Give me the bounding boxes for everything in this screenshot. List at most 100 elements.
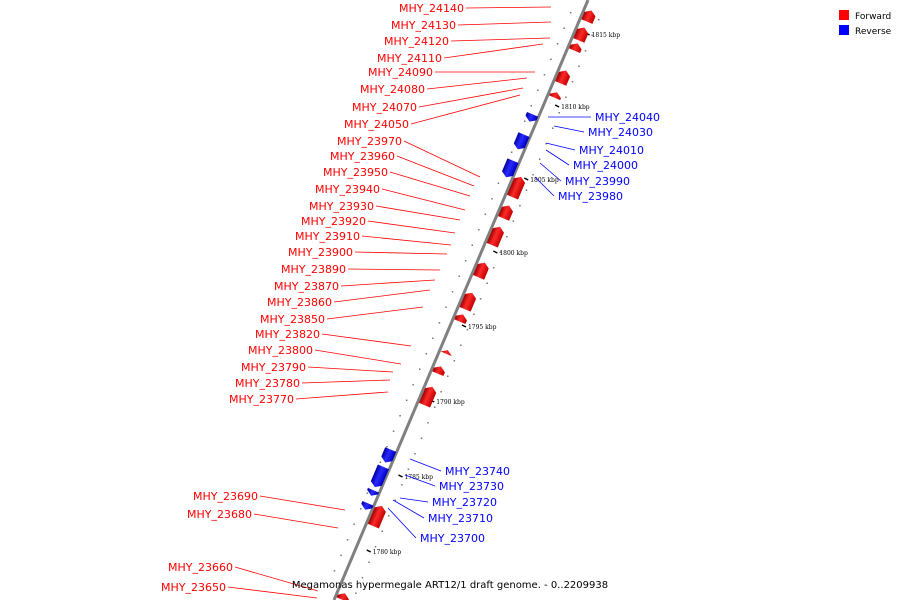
label-leader-line xyxy=(321,333,412,347)
backbone-dot xyxy=(392,430,395,432)
map-caption: Megamonas hypermegale ART12/1 draft geno… xyxy=(292,580,608,591)
backbone-dot xyxy=(569,12,572,14)
backbone-dot xyxy=(458,275,460,277)
legend-forward-swatch xyxy=(839,10,849,20)
backbone-dot xyxy=(578,65,580,67)
backbone-dot xyxy=(571,81,574,83)
gene-label: MHY_24130 xyxy=(391,19,456,32)
label-leader-line xyxy=(387,507,417,539)
label-leader-line xyxy=(301,379,391,384)
label-leader-line xyxy=(545,142,576,151)
backbone-dot xyxy=(510,151,513,153)
label-leader-line xyxy=(392,499,425,519)
scale-tick-mark xyxy=(554,104,560,108)
backbone-dot xyxy=(445,306,447,308)
backbone-dot xyxy=(478,229,480,231)
backbone-dots xyxy=(327,12,600,594)
gene-label: MHY_23710 xyxy=(428,512,493,525)
label-leader-line xyxy=(354,251,448,255)
gene-label: MHY_23850 xyxy=(260,313,325,326)
backbone-dot xyxy=(374,546,377,548)
scale-tick-mark xyxy=(398,474,403,478)
backbone-dot xyxy=(556,43,559,45)
gene-label: MHY_23950 xyxy=(323,166,388,179)
reverse-gene-arrow xyxy=(370,464,389,488)
gene-label: MHY_23770 xyxy=(229,393,294,406)
scale-ticks: 1815 kbp 1810 kbp 1805 kbp 1800 kbp 1795 kbp… xyxy=(366,32,621,556)
backbone-dot xyxy=(466,329,469,331)
gene-label: MHY_23970 xyxy=(337,135,402,148)
reverse-gene-arrow xyxy=(525,111,539,122)
backbone-dot xyxy=(438,322,441,324)
backbone-dot xyxy=(386,446,388,448)
reverse-gene-arrow xyxy=(513,132,530,150)
scale-tick-mark xyxy=(461,324,467,328)
label-leader-line xyxy=(426,77,528,90)
label-leader-line xyxy=(457,21,552,26)
gene-label: MHY_24040 xyxy=(595,111,660,124)
gene-label: MHY_24010 xyxy=(579,144,644,157)
gene-label: MHY_23980 xyxy=(558,190,623,203)
reverse-gene-arrow xyxy=(502,158,519,178)
backbone-dot xyxy=(387,515,390,517)
backbone-dot xyxy=(537,89,539,91)
label-leader-line xyxy=(234,566,319,592)
backbone-dot xyxy=(440,391,442,393)
backbone-dot xyxy=(427,422,429,424)
gene-label: MHY_23650 xyxy=(161,581,226,594)
backbone-dot xyxy=(447,375,449,377)
gene-label: MHY_23660 xyxy=(168,561,233,574)
gene-label: MHY_23700 xyxy=(420,532,485,545)
scale-tick-mark xyxy=(492,250,498,254)
label-leader-line xyxy=(259,495,346,511)
backbone-dot xyxy=(543,74,546,76)
label-leader-line xyxy=(418,87,524,108)
backbone-dot xyxy=(327,585,329,587)
backbone-dot xyxy=(486,282,488,284)
label-leader-line xyxy=(375,205,461,221)
backbone-dot xyxy=(512,220,515,222)
gene-labels: MHY_24140MHY_24130MHY_24120MHY_24110MHY_… xyxy=(161,2,660,594)
label-leader-line xyxy=(410,94,521,125)
forward-gene-arrow xyxy=(459,292,477,312)
label-leaders xyxy=(227,6,591,599)
reverse-gene-arrow xyxy=(361,500,374,510)
scale-tick-label: 1800 kbp xyxy=(499,250,528,257)
forward-gene-arrow xyxy=(418,386,437,408)
backbone-dot xyxy=(499,251,501,253)
genome-backbone xyxy=(332,0,590,600)
backbone-dot xyxy=(333,570,336,572)
backbone-dot xyxy=(399,415,401,417)
label-leader-line xyxy=(534,176,555,197)
legend: Forward Reverse xyxy=(839,10,892,37)
gene-label: MHY_23920 xyxy=(301,215,366,228)
label-leader-line xyxy=(396,155,475,187)
backbone-dot xyxy=(471,244,473,246)
scale-tick-label: 1810 kbp xyxy=(561,104,590,111)
backbone-dot xyxy=(552,127,554,129)
gene-label: MHY_23820 xyxy=(255,328,320,341)
gene-label: MHY_23780 xyxy=(235,377,300,390)
backbone-dot xyxy=(414,453,416,455)
label-leader-line xyxy=(404,474,436,487)
backbone-dot xyxy=(484,213,487,215)
backbone-dot xyxy=(425,353,428,355)
reverse-gene-arrow xyxy=(381,447,397,463)
gene-label: MHY_24000 xyxy=(573,159,638,172)
backbone-dot xyxy=(353,523,355,525)
backbone-dot xyxy=(394,499,396,501)
backbone-dot xyxy=(565,96,567,98)
label-leader-line xyxy=(253,513,339,529)
backbone-dot xyxy=(412,384,414,386)
reverse-gene-arrow xyxy=(367,487,379,496)
scale-tick-label: 1815 kbp xyxy=(592,32,621,39)
label-leader-line xyxy=(381,188,466,211)
backbone-dot xyxy=(591,34,593,36)
forward-gene-arrow xyxy=(549,92,561,101)
backbone-dot xyxy=(361,577,364,579)
label-leader-line xyxy=(443,43,544,59)
forward-gene-arrow xyxy=(506,176,526,200)
backbone-dot xyxy=(545,143,547,145)
label-leader-line xyxy=(326,306,424,320)
